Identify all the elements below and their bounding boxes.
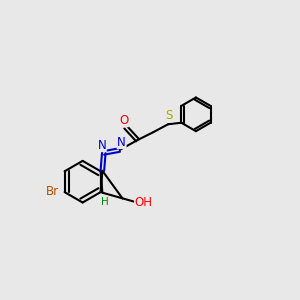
Text: N: N <box>117 136 126 148</box>
Text: S: S <box>166 109 173 122</box>
Text: OH: OH <box>135 196 153 208</box>
Text: Br: Br <box>46 184 59 198</box>
Text: N: N <box>98 139 106 152</box>
Text: O: O <box>119 114 128 127</box>
Text: H: H <box>101 196 109 207</box>
